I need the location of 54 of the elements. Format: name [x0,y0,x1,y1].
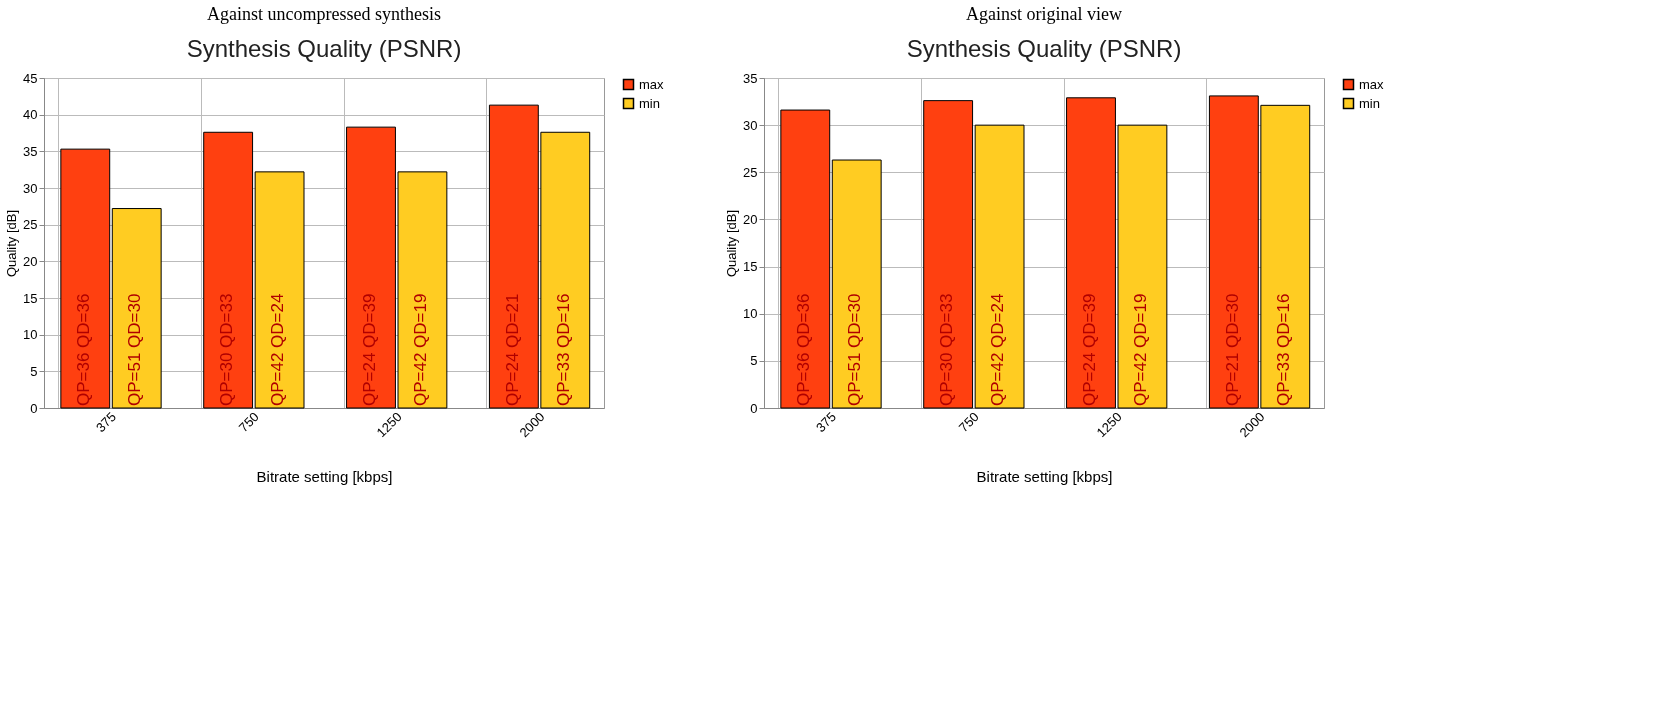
x-axis-title: Bitrate setting [kbps] [256,468,393,486]
legend-label: min [1359,95,1380,111]
y-axis-title: Quality [dB] [724,209,740,278]
bar [111,208,162,409]
x-tick-label: 750 [235,409,262,436]
y-tick-label: 45 [23,70,38,86]
y-tick-label: 15 [743,259,758,275]
chart-title: Against uncompressed synthesis [207,4,441,24]
y-tick-label: 30 [743,117,758,133]
data-label: QP=30 QD=33 [936,293,956,406]
legend-label: min [639,95,660,111]
y-tick-label: 35 [743,70,758,86]
bar [780,109,831,409]
x-tick-label: 750 [955,409,982,436]
data-label: QP=36 QD=36 [794,293,813,406]
data-label: QP=30 QD=33 [216,293,236,406]
y-tick-label: 25 [23,217,38,233]
legend-label: max [639,76,665,92]
data-label: QP=42 QD=24 [988,293,1008,406]
chart-subtitle: Synthesis Quality (PSNR) [906,35,1182,62]
y-tick-label: 10 [743,306,758,322]
data-label: QP=24 QD=39 [1079,293,1099,406]
y-tick-label: 40 [23,107,38,123]
bar [60,148,111,409]
y-tick-label: 20 [23,253,38,269]
y-tick-label: 0 [750,400,758,416]
chart-title: Against original view [966,4,1122,24]
y-tick-label: 30 [23,180,38,196]
y-tick-label: 25 [743,164,758,180]
data-label: QP=33 QD=16 [1274,293,1293,406]
y-tick-label: 10 [23,327,38,343]
y-tick-label: 0 [30,400,38,416]
y-tick-label: 5 [750,353,758,369]
y-tick-label: 20 [743,211,758,227]
data-label: QP=24 QD=39 [359,293,379,406]
y-tick-label: 15 [23,290,38,306]
data-label: QP=21 QD=30 [1222,293,1242,406]
data-label: QP=51 QD=30 [845,293,865,406]
bar [831,159,882,409]
y-axis-title: Quality [dB] [4,209,20,278]
data-label: QP=42 QD=19 [411,293,431,406]
x-tick-label: 375 [92,409,119,436]
data-label: QP=51 QD=30 [125,293,145,406]
legend-label: max [1359,76,1385,92]
x-tick-label: 375 [812,409,839,436]
data-label: QP=33 QD=16 [554,293,573,406]
data-label: QP=24 QD=21 [502,293,522,406]
x-axis-title: Bitrate setting [kbps] [976,468,1113,486]
data-label: QP=42 QD=19 [1131,293,1151,406]
y-tick-label: 5 [30,363,38,379]
data-label: QP=42 QD=24 [268,293,288,406]
data-label: QP=36 QD=36 [74,293,93,406]
y-tick-label: 35 [23,143,38,159]
chart-subtitle: Synthesis Quality (PSNR) [186,35,462,62]
